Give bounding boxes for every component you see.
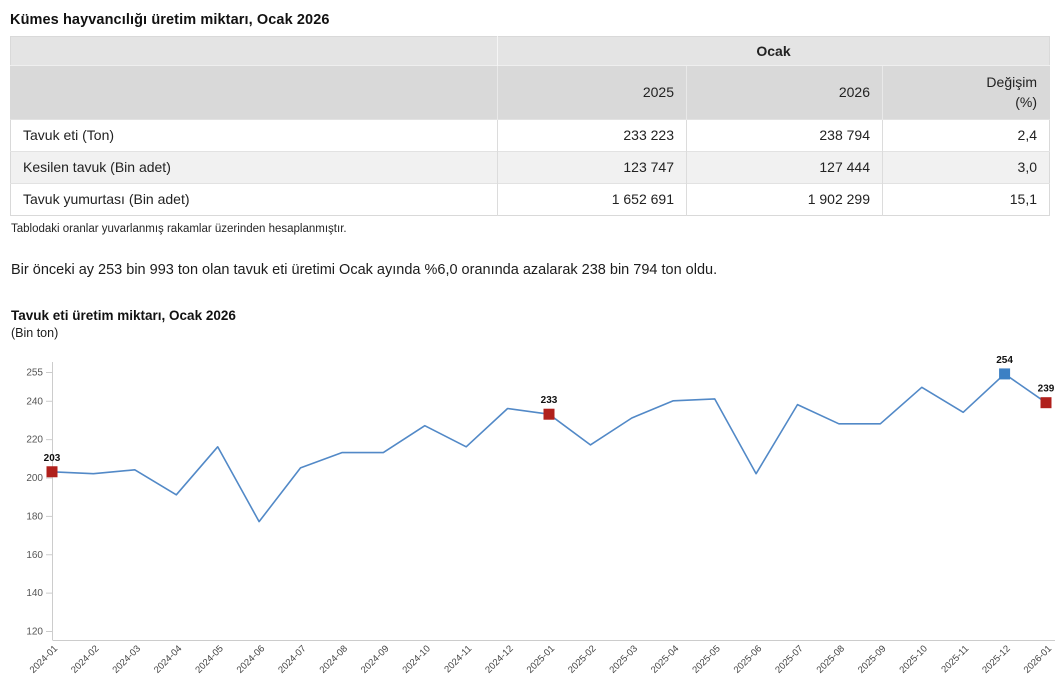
value-cell: 3,0 bbox=[882, 150, 1050, 184]
y-tick-label: 160 bbox=[26, 549, 43, 560]
x-tick-label: 2024-09 bbox=[359, 643, 391, 675]
y-tick-label: 200 bbox=[26, 473, 43, 484]
x-tick-label: 2024-11 bbox=[442, 643, 474, 675]
chart-title: Tavuk eti üretim miktarı, Ocak 2026 bbox=[11, 307, 236, 323]
x-tick-label: 2024-07 bbox=[276, 643, 308, 675]
x-tick-label: 2024-01 bbox=[28, 643, 60, 675]
x-tick-label: 2024-05 bbox=[193, 643, 225, 675]
chart-subtitle: (Bin ton) bbox=[11, 325, 59, 340]
value-cell: 127 444 bbox=[686, 150, 883, 184]
x-tick-label: 2024-10 bbox=[400, 643, 432, 675]
col-header-2026: 2026 bbox=[686, 65, 883, 120]
row-label-cell: Tavuk eti (Ton) bbox=[10, 118, 498, 152]
table-group-header: Ocak bbox=[497, 36, 1050, 66]
value-cell: 233 223 bbox=[497, 118, 687, 152]
y-tick-label: 180 bbox=[26, 511, 43, 522]
x-tick-label: 2024-12 bbox=[483, 643, 515, 675]
table-corner-cell-2 bbox=[10, 65, 498, 120]
x-tick-label: 2025-12 bbox=[980, 643, 1012, 675]
x-tick-label: 2024-04 bbox=[152, 643, 184, 675]
x-tick-label: 2025-04 bbox=[649, 643, 681, 675]
x-tick-label: 2025-11 bbox=[939, 643, 971, 675]
row-label-cell: Kesilen tavuk (Bin adet) bbox=[10, 150, 498, 184]
col-header-change: Değişim (%) bbox=[882, 65, 1050, 120]
value-cell: 1 902 299 bbox=[686, 182, 883, 216]
row-label-cell: Tavuk yumurtası (Bin adet) bbox=[10, 182, 498, 216]
y-tick-label: 240 bbox=[26, 396, 43, 407]
line-chart: 255 240 220 200 180 160 140 120 2024-01 2024-02 20… bbox=[10, 346, 1055, 698]
value-cell: 2,4 bbox=[882, 118, 1050, 152]
y-tick-label: 120 bbox=[26, 626, 43, 637]
x-tick-label: 2025-02 bbox=[566, 643, 598, 675]
x-tick-label: 2024-08 bbox=[318, 643, 350, 675]
table-body: Tavuk eti (Ton) 233 223 238 794 2,4 Kesilen … bbox=[10, 118, 1050, 216]
x-tick-label: 2024-03 bbox=[111, 643, 143, 675]
blue-marker bbox=[999, 368, 1011, 380]
value-cell: 123 747 bbox=[497, 150, 687, 184]
value-cell: 15,1 bbox=[882, 182, 1050, 216]
x-tick-label: 2026-01 bbox=[1022, 643, 1054, 675]
summary-paragraph: Bir önceki ay 253 bin 993 ton olan tavuk… bbox=[11, 261, 718, 278]
x-tick-label: 2025-05 bbox=[690, 643, 722, 675]
page-title: Kümes hayvancılığı üretim miktarı, Ocak … bbox=[10, 12, 330, 28]
line-chart-svg: 255 240 220 200 180 160 140 120 2024-01 2024-02 20… bbox=[26, 355, 1055, 675]
table-corner-cell bbox=[10, 36, 498, 66]
x-tick-label: 2024-02 bbox=[69, 643, 101, 675]
table-row: Tavuk yumurtası (Bin adet) 1 652 691 1 902… bbox=[10, 182, 1050, 216]
red-marker bbox=[46, 465, 58, 477]
col-header-2025: 2025 bbox=[497, 65, 687, 120]
point-value-label: 254 bbox=[996, 355, 1013, 366]
x-tick-label: 2025-01 bbox=[525, 643, 557, 675]
point-value-label: 239 bbox=[1038, 383, 1055, 394]
table-header: Ocak 2025 2026 Değişim (%) bbox=[10, 36, 1050, 120]
value-cell: 238 794 bbox=[686, 118, 883, 152]
x-tick-label: 2025-07 bbox=[773, 643, 805, 675]
x-tick-label: 2025-03 bbox=[608, 643, 640, 675]
x-tick-label: 2025-06 bbox=[732, 643, 764, 675]
x-tick-label: 2025-09 bbox=[856, 643, 888, 675]
red-marker bbox=[1040, 396, 1052, 408]
y-tick-label: 140 bbox=[26, 588, 43, 599]
red-marker bbox=[543, 408, 555, 420]
table-row: Tavuk eti (Ton) 233 223 238 794 2,4 bbox=[10, 118, 1050, 152]
y-tick-label: 255 bbox=[26, 367, 43, 378]
point-value-label: 203 bbox=[44, 452, 61, 463]
x-tick-label: 2025-10 bbox=[897, 643, 929, 675]
production-table: Ocak 2025 2026 Değişim (%) Tavuk eti (Ton… bbox=[10, 36, 1050, 216]
x-tick-label: 2025-08 bbox=[815, 643, 847, 675]
point-value-label: 233 bbox=[541, 395, 558, 406]
y-tick-label: 220 bbox=[26, 434, 43, 445]
value-cell: 1 652 691 bbox=[497, 182, 687, 216]
x-tick-label: 2024-06 bbox=[235, 643, 267, 675]
table-row: Kesilen tavuk (Bin adet) 123 747 127 444 3,… bbox=[10, 150, 1050, 184]
table-footnote: Tablodaki oranlar yuvarlanmış rakamlar ü… bbox=[11, 222, 347, 235]
